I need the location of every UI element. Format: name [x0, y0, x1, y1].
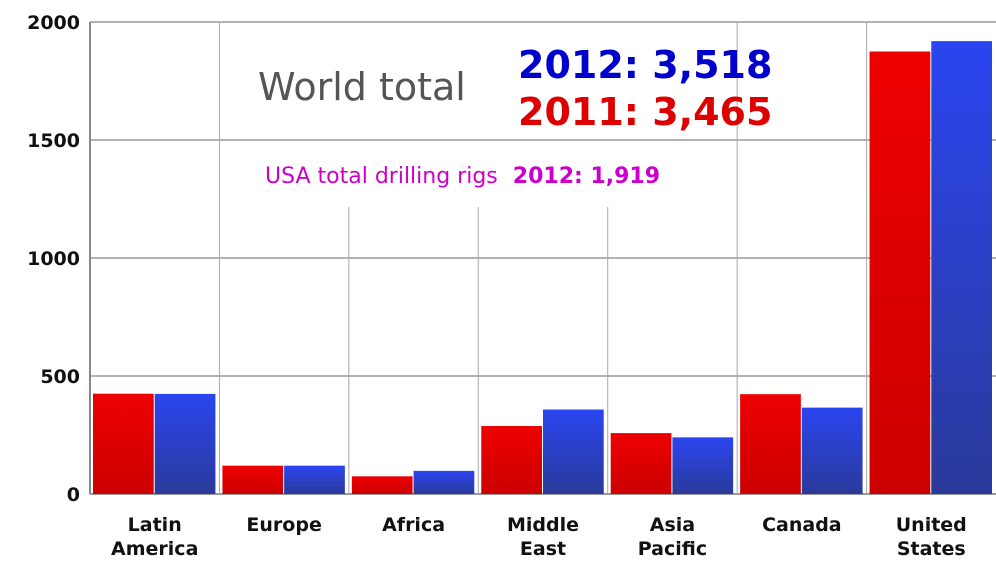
y-tick-label: 500 — [40, 366, 80, 388]
y-tick-label: 0 — [67, 484, 80, 506]
x-tick-label-line: Africa — [382, 514, 445, 536]
x-tick-label-line: Europe — [246, 514, 321, 536]
x-tick-label-line: Canada — [762, 514, 842, 536]
usa-total-prefix: USA total drilling rigs — [265, 164, 498, 189]
bar-2011-latin-america — [93, 393, 154, 494]
x-tick-label: Latin America — [111, 514, 198, 560]
x-tick-label-line: East — [520, 538, 566, 560]
x-tick-label-line: Latin — [128, 514, 182, 536]
x-tick-label-line: Middle — [507, 514, 579, 536]
label-layer: Latin America Europe Africa Middle East Asia Pa… — [111, 514, 967, 560]
x-tick-label-line: States — [897, 538, 966, 560]
bar-2012-asia-pacific — [672, 437, 734, 494]
bar-2011-africa — [351, 476, 413, 494]
bar-2012-latin-america — [154, 393, 216, 494]
x-tick-label-line: Asia — [650, 514, 695, 536]
y-tick-label: 1500 — [27, 130, 80, 152]
bar-2012-middle-east — [543, 409, 604, 494]
bar-2011-europe — [222, 465, 284, 494]
bars-layer — [93, 41, 992, 495]
world-total-2011: 2011: 3,465 — [518, 90, 772, 134]
x-tick-label: Middle East — [507, 514, 579, 560]
y-tick-label: 1000 — [27, 248, 80, 270]
x-tick-label-line: United — [896, 514, 967, 536]
y-tick-label: 2000 — [27, 12, 80, 34]
usa-total-value: 2012: 1,919 — [513, 164, 660, 189]
x-tick-label: Asia Pacific — [638, 514, 707, 560]
world-total-label: World total — [258, 65, 466, 109]
bar-2011-united-states — [869, 51, 931, 494]
x-tick-label: Canada — [762, 514, 842, 536]
x-tick-label-line: Pacific — [638, 538, 707, 560]
bar-2012-africa — [413, 470, 475, 494]
bar-2012-europe — [284, 465, 345, 494]
bar-2011-asia-pacific — [610, 433, 672, 494]
x-tick-label-line: America — [111, 538, 198, 560]
usa-total-annotation: USA total drilling rigs 2012: 1,919 — [265, 164, 660, 189]
bar-2012-canada — [801, 407, 863, 494]
bar-2011-middle-east — [481, 426, 542, 494]
x-tick-label: Europe — [246, 514, 321, 536]
bar-2011-canada — [740, 394, 801, 494]
bar-2012-united-states — [931, 41, 992, 495]
world-total-2012: 2012: 3,518 — [518, 43, 772, 87]
x-tick-label: United States — [896, 514, 967, 560]
axis-layer: 0 500 1000 1500 2000 — [27, 12, 91, 506]
x-tick-label: Africa — [382, 514, 445, 536]
